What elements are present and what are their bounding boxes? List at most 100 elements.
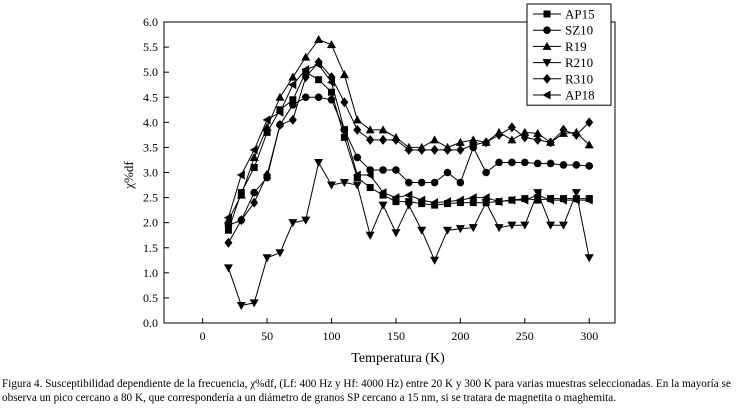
data-point-ap18	[391, 193, 400, 203]
data-point-r210	[262, 254, 272, 263]
y-axis: 0.0 0.5 1.0 1.5 2.0 2.5 3.0 3.5 4.0 4.5 5.0 5.5 6.0	[143, 15, 169, 330]
data-point-r210	[249, 299, 259, 308]
data-point-sz10	[250, 188, 258, 197]
data-point-ap15	[418, 200, 426, 208]
data-point-r310	[430, 144, 439, 155]
legend-label-r310: R310	[565, 71, 593, 86]
data-point-r310	[456, 144, 465, 155]
y-tick-label: 3.0	[143, 166, 158, 180]
data-point-r19	[365, 125, 375, 134]
data-point-sz10	[585, 162, 594, 170]
data-point-ap18	[352, 170, 361, 180]
x-tick-label: 150	[387, 329, 405, 343]
legend-marker-ap18	[542, 90, 551, 100]
series-layer	[223, 35, 594, 310]
data-point-ap15	[469, 199, 477, 207]
data-point-ap15	[534, 196, 542, 204]
y-tick-label: 5.5	[143, 40, 158, 54]
data-point-sz10	[353, 153, 362, 162]
x-tick-label: 0	[200, 329, 206, 343]
legend-item-r19: R19	[533, 39, 587, 54]
data-point-r210	[391, 229, 401, 238]
data-point-r210	[494, 224, 504, 233]
data-point-r310	[340, 97, 349, 108]
data-point-ap18	[262, 115, 271, 125]
data-point-r19	[430, 135, 440, 144]
data-point-r310	[495, 129, 504, 140]
data-point-r210	[507, 221, 517, 230]
data-point-r19	[520, 127, 530, 136]
data-point-ap15	[405, 198, 413, 206]
data-point-r310	[224, 237, 233, 248]
data-point-ap15	[366, 184, 374, 192]
data-point-r310	[572, 129, 581, 140]
legend-marker-r310	[543, 73, 551, 84]
legend-marker-r210	[542, 59, 552, 68]
data-point-r210	[520, 221, 530, 230]
y-tick-label: 0.0	[143, 316, 158, 330]
data-point-sz10	[456, 178, 465, 187]
data-point-ap18	[236, 170, 245, 180]
data-point-sz10	[417, 178, 426, 187]
data-point-r310	[288, 114, 297, 125]
data-point-r310	[469, 139, 478, 150]
series-r210	[223, 158, 594, 310]
data-point-ap18	[584, 195, 593, 205]
legend-label-r19: R19	[565, 39, 587, 54]
data-point-ap15	[328, 88, 336, 96]
y-tick-label: 4.0	[143, 115, 158, 129]
data-point-ap18	[275, 107, 284, 117]
data-point-ap18	[417, 195, 426, 205]
legend-item-ap18: AP18	[533, 88, 595, 103]
data-point-r19	[584, 140, 594, 149]
data-point-ap18	[481, 193, 490, 203]
data-point-ap15	[263, 128, 271, 136]
y-tick-label: 2.0	[143, 216, 158, 230]
data-point-r210	[236, 301, 246, 310]
data-point-ap18	[249, 145, 258, 155]
data-point-sz10	[521, 158, 529, 167]
data-point-ap18	[558, 195, 567, 205]
data-point-sz10	[495, 158, 503, 167]
data-point-r310	[507, 122, 516, 133]
data-point-r19	[378, 125, 388, 134]
series-r310	[224, 57, 594, 248]
data-point-r210	[404, 201, 414, 210]
data-point-r310	[585, 117, 594, 128]
data-point-r19	[468, 135, 478, 144]
data-point-sz10	[289, 100, 297, 109]
legend-marker-r19	[542, 41, 552, 50]
x-tick-label: 250	[516, 329, 534, 343]
data-point-r19	[533, 128, 543, 137]
data-point-r210	[275, 249, 285, 258]
data-point-r19	[301, 52, 311, 61]
data-point-r19	[262, 122, 272, 131]
data-point-r310	[546, 137, 555, 148]
data-point-r310	[391, 134, 400, 145]
data-point-r19	[314, 35, 324, 44]
data-point-ap18	[288, 80, 297, 90]
data-point-r19	[249, 152, 259, 161]
y-tick-label: 6.0	[143, 15, 158, 29]
data-point-r19	[327, 40, 337, 49]
data-point-r210	[365, 231, 375, 240]
y-tick-label: 5.0	[143, 65, 158, 79]
x-axis: 0 50 100 150 200 250 300	[200, 318, 598, 343]
legend-marker-ap15	[543, 10, 551, 18]
data-point-r310	[379, 134, 388, 145]
data-point-r310	[301, 72, 310, 83]
data-point-r19	[339, 70, 349, 79]
legend-label-ap15: AP15	[565, 7, 595, 22]
legend-label-ap18: AP18	[565, 88, 595, 103]
data-point-r210	[417, 226, 427, 235]
y-tick-label: 1.0	[143, 266, 158, 280]
y-tick-label: 1.5	[143, 241, 158, 255]
series-ap18	[223, 60, 593, 223]
data-point-sz10	[482, 168, 490, 177]
data-point-ap18	[314, 60, 323, 70]
data-point-r210	[314, 158, 324, 167]
data-point-ap18	[507, 195, 516, 205]
figure-caption: Figura 4. Susceptibilidad dependiente de…	[2, 378, 731, 404]
x-tick-label: 100	[323, 329, 341, 343]
data-point-sz10	[327, 95, 336, 104]
